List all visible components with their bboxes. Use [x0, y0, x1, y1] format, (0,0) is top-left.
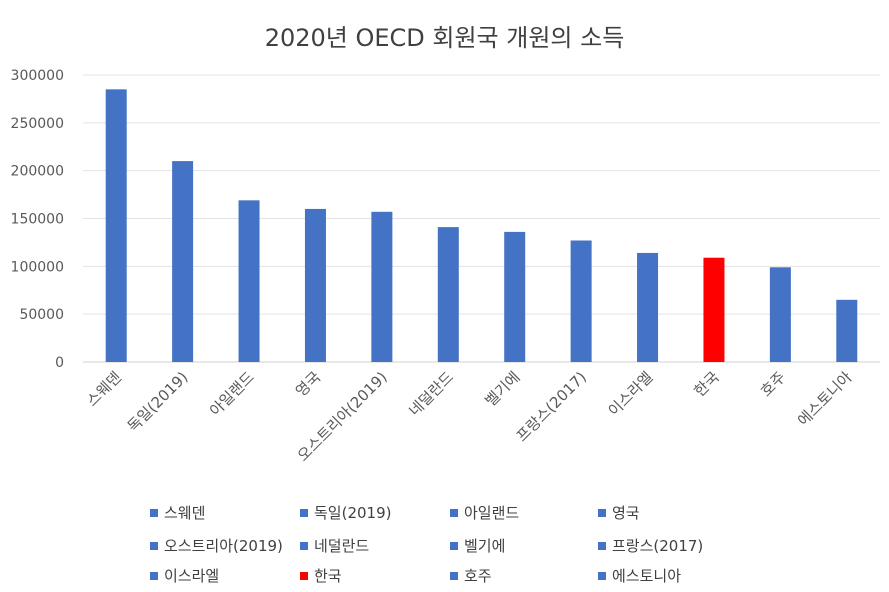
- bar: [304, 208, 326, 362]
- legend-item: 프랑스(2017): [598, 535, 703, 556]
- bar: [238, 200, 260, 362]
- x-tick-label: 아일랜드: [206, 368, 258, 420]
- legend-swatch: [300, 541, 308, 550]
- y-tick-label: 150000: [11, 212, 64, 228]
- y-tick-label: 200000: [11, 164, 64, 180]
- x-tick-label: 영국: [292, 368, 324, 400]
- y-tick-label: 50000: [19, 307, 64, 323]
- legend-item: 벨기에: [450, 535, 505, 556]
- x-tick-label: 에스토니아: [794, 368, 856, 430]
- legend-swatch: [598, 571, 606, 580]
- bar: [703, 257, 725, 362]
- legend-label: 프랑스(2017): [612, 537, 704, 555]
- legend-swatch: [300, 508, 308, 517]
- legend-label: 오스트리아(2019): [164, 537, 283, 555]
- legend-label: 호주: [464, 567, 492, 585]
- legend-swatch: [450, 571, 458, 580]
- x-tick-label: 이스라엘: [605, 368, 657, 420]
- legend-swatch: [450, 508, 458, 517]
- bar: [769, 267, 791, 362]
- x-tick-label: 네덜란드: [405, 368, 457, 420]
- bar: [504, 231, 526, 362]
- chart-title: 2020년 OECD 회원국 개원의 소득: [264, 24, 625, 52]
- legend-item: 네덜란드: [300, 535, 369, 556]
- legend-swatch: [598, 541, 606, 550]
- legend-label: 영국: [612, 504, 640, 522]
- bar: [570, 240, 592, 362]
- legend-label: 에스토니아: [612, 567, 682, 585]
- legend-item: 한국: [300, 565, 342, 586]
- legend-label: 한국: [314, 567, 342, 585]
- legend-item: 아일랜드: [450, 502, 519, 523]
- legend-swatch: [150, 571, 158, 580]
- legend-label: 벨기에: [464, 537, 506, 555]
- bar: [105, 89, 127, 362]
- legend-label: 네덜란드: [314, 537, 370, 555]
- legend-label: 독일(2019): [314, 504, 392, 522]
- legend-item: 오스트리아(2019): [150, 535, 283, 556]
- x-tick-label: 프랑스(2017): [513, 368, 590, 445]
- legend-swatch: [598, 508, 606, 517]
- legend-item: 영국: [598, 502, 640, 523]
- legend-swatch: [150, 508, 158, 517]
- y-tick-label: 250000: [11, 116, 64, 132]
- x-tick-label: 스웨덴: [83, 368, 125, 410]
- legend-item: 호주: [450, 565, 492, 586]
- x-tick-label: 벨기에: [482, 368, 524, 410]
- bar: [836, 299, 858, 362]
- legend-swatch: [450, 541, 458, 550]
- legend-label: 스웨덴: [164, 504, 206, 522]
- bar: [437, 227, 459, 362]
- y-tick-label: 100000: [11, 259, 64, 275]
- legend-label: 아일랜드: [464, 504, 520, 522]
- bar: [371, 211, 393, 362]
- x-tick-label: 독일(2019): [124, 368, 192, 436]
- x-tick-label: 호주: [757, 368, 789, 400]
- x-tick-label: 한국: [691, 368, 723, 400]
- bar: [637, 252, 659, 362]
- y-tick-label: 300000: [11, 68, 64, 84]
- legend-item: 이스라엘: [150, 565, 219, 586]
- legend-swatch: [300, 571, 308, 580]
- legend-item: 에스토니아: [598, 565, 681, 586]
- legend-item: 독일(2019): [300, 502, 391, 523]
- legend-item: 스웨덴: [150, 502, 205, 523]
- legend-swatch: [150, 541, 158, 550]
- y-tick-label: 0: [55, 355, 64, 371]
- bar: [172, 161, 194, 362]
- legend-label: 이스라엘: [164, 567, 220, 585]
